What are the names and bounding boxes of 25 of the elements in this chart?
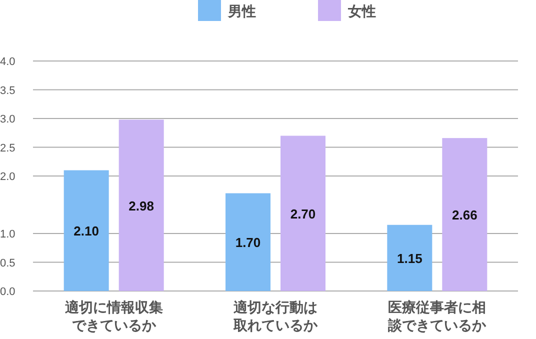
bar	[226, 193, 270, 291]
legend-label: 男性	[227, 3, 256, 19]
y-tick-label: 0.5	[0, 257, 16, 270]
y-tick-label: 4.0	[0, 56, 16, 68]
data-label: 1.70	[235, 235, 261, 250]
data-label: 2.70	[290, 206, 316, 222]
legend-label: 女性	[347, 3, 376, 19]
x-tick-label: 医療従事者に相談できているか	[387, 299, 488, 333]
data-label: 1.15	[397, 250, 422, 266]
y-tick-label: 2.5	[0, 142, 16, 154]
y-tick-label: 1.0	[0, 228, 16, 240]
bar	[387, 224, 432, 291]
data-label: 2.66	[452, 208, 478, 223]
y-tick-label: 3.0	[0, 114, 16, 126]
x-tick-label: 適切に情報収集できているか	[64, 299, 163, 333]
bar	[280, 136, 326, 291]
x-tick-label: 適切な行動は取れているか	[232, 299, 318, 333]
bar	[118, 120, 164, 291]
y-tick-label: 3.5	[0, 84, 16, 97]
y-tick-label: 2.0	[0, 171, 16, 183]
bar	[64, 170, 109, 291]
bar	[442, 138, 488, 291]
y-tick-label: 0.0	[0, 286, 16, 298]
data-label: 2.98	[128, 198, 154, 214]
data-label: 2.10	[74, 224, 99, 239]
